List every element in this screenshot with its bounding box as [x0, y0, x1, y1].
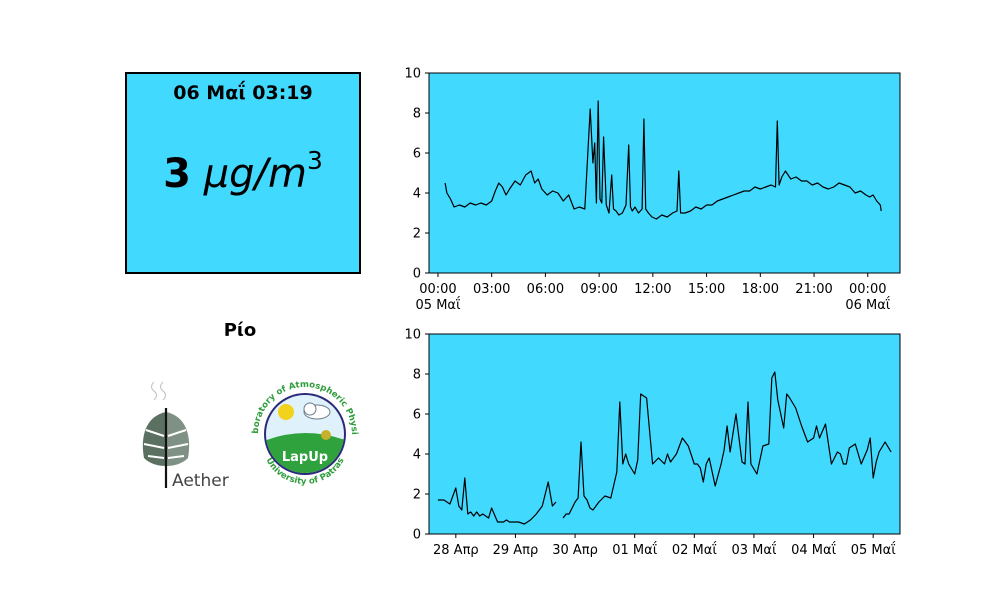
reading-timestamp: 06 Μαΐ 03:19 — [173, 82, 313, 104]
chart0-xtick-label: 15:00 — [688, 282, 725, 297]
chart1-xtick-label: 28 Απρ — [433, 543, 479, 558]
chart0-xtick-label: 09:00 — [580, 282, 617, 297]
chart0-frame — [428, 72, 901, 274]
chart1-ytick-label: 4 — [413, 448, 421, 463]
station-name: Ρίο — [223, 320, 257, 341]
chart1-xtick-label: 03 Μαΐ — [732, 542, 777, 558]
sun-icon — [278, 404, 294, 420]
chart0-ytick-label: 0 — [413, 267, 421, 282]
chart0-ytick-label: 6 — [413, 147, 421, 162]
reading-value: 3 μg/m3 — [127, 146, 359, 197]
aether-logo: Aether — [142, 381, 229, 491]
reading-unit-exponent: 3 — [306, 146, 323, 175]
chart0-xtick-sublabel: 06 Μαΐ — [845, 297, 890, 313]
chart1-xtick-label: 04 Μαΐ — [791, 542, 836, 558]
current-reading-panel: 06 Μαΐ 03:19 3 μg/m3 — [125, 72, 361, 274]
chart0-xtick-label: 00:00 — [849, 282, 886, 297]
chart0-xtick-label: 12:00 — [634, 282, 671, 297]
chart1-ytick-label: 0 — [413, 528, 421, 543]
chart1-xtick-label: 29 Απρ — [493, 543, 539, 558]
reading-unit: μg/m3 — [203, 146, 323, 197]
lapup-logo: Laboratory of Atmospheric Physics Univer… — [246, 375, 362, 491]
lapup-center-text: LapUp — [282, 450, 328, 465]
chart1-xtick-label: 02 Μαΐ — [672, 542, 717, 558]
chart1-xtick-label: 01 Μαΐ — [612, 542, 657, 558]
tree-icon — [321, 430, 331, 440]
chart0-ytick-label: 10 — [404, 67, 421, 82]
chart0-xtick-sublabel: 05 Μαΐ — [416, 297, 461, 313]
chart0-plot-area — [429, 73, 900, 273]
aether-steam-icon — [150, 381, 167, 401]
chart1-ytick-label: 10 — [404, 328, 421, 343]
chart0-xtick-label: 06:00 — [527, 282, 564, 297]
chart0-xtick-label: 00:00 — [419, 282, 456, 297]
chart1-frame — [428, 333, 901, 535]
reading-number: 3 — [163, 151, 191, 197]
chart0-ytick-label: 2 — [413, 227, 421, 242]
chart0-xtick-label: 21:00 — [795, 282, 832, 297]
chart1-series-line-1 — [562, 371, 892, 519]
reading-unit-base: μg/m — [203, 151, 307, 197]
chart1-xtick-label: 05 Μαΐ — [851, 542, 896, 558]
chart1-series-line-0 — [437, 477, 557, 525]
aether-leaf-icon — [142, 412, 190, 466]
cloud-icon — [303, 402, 331, 420]
chart0-ytick-label: 8 — [413, 107, 421, 122]
chart1-xtick-label: 30 Απρ — [552, 543, 598, 558]
chart0-xtick-label: 03:00 — [473, 282, 510, 297]
chart1-ytick-label: 8 — [413, 368, 421, 383]
aether-logo-text: Aether — [172, 471, 229, 491]
chart0-series-line-0 — [444, 100, 882, 220]
chart1-plot-area — [429, 334, 900, 534]
chart1-ytick-label: 6 — [413, 408, 421, 423]
chart1-ytick-label: 2 — [413, 488, 421, 503]
chart0-ytick-label: 4 — [413, 187, 421, 202]
chart0-xtick-label: 18:00 — [742, 282, 779, 297]
